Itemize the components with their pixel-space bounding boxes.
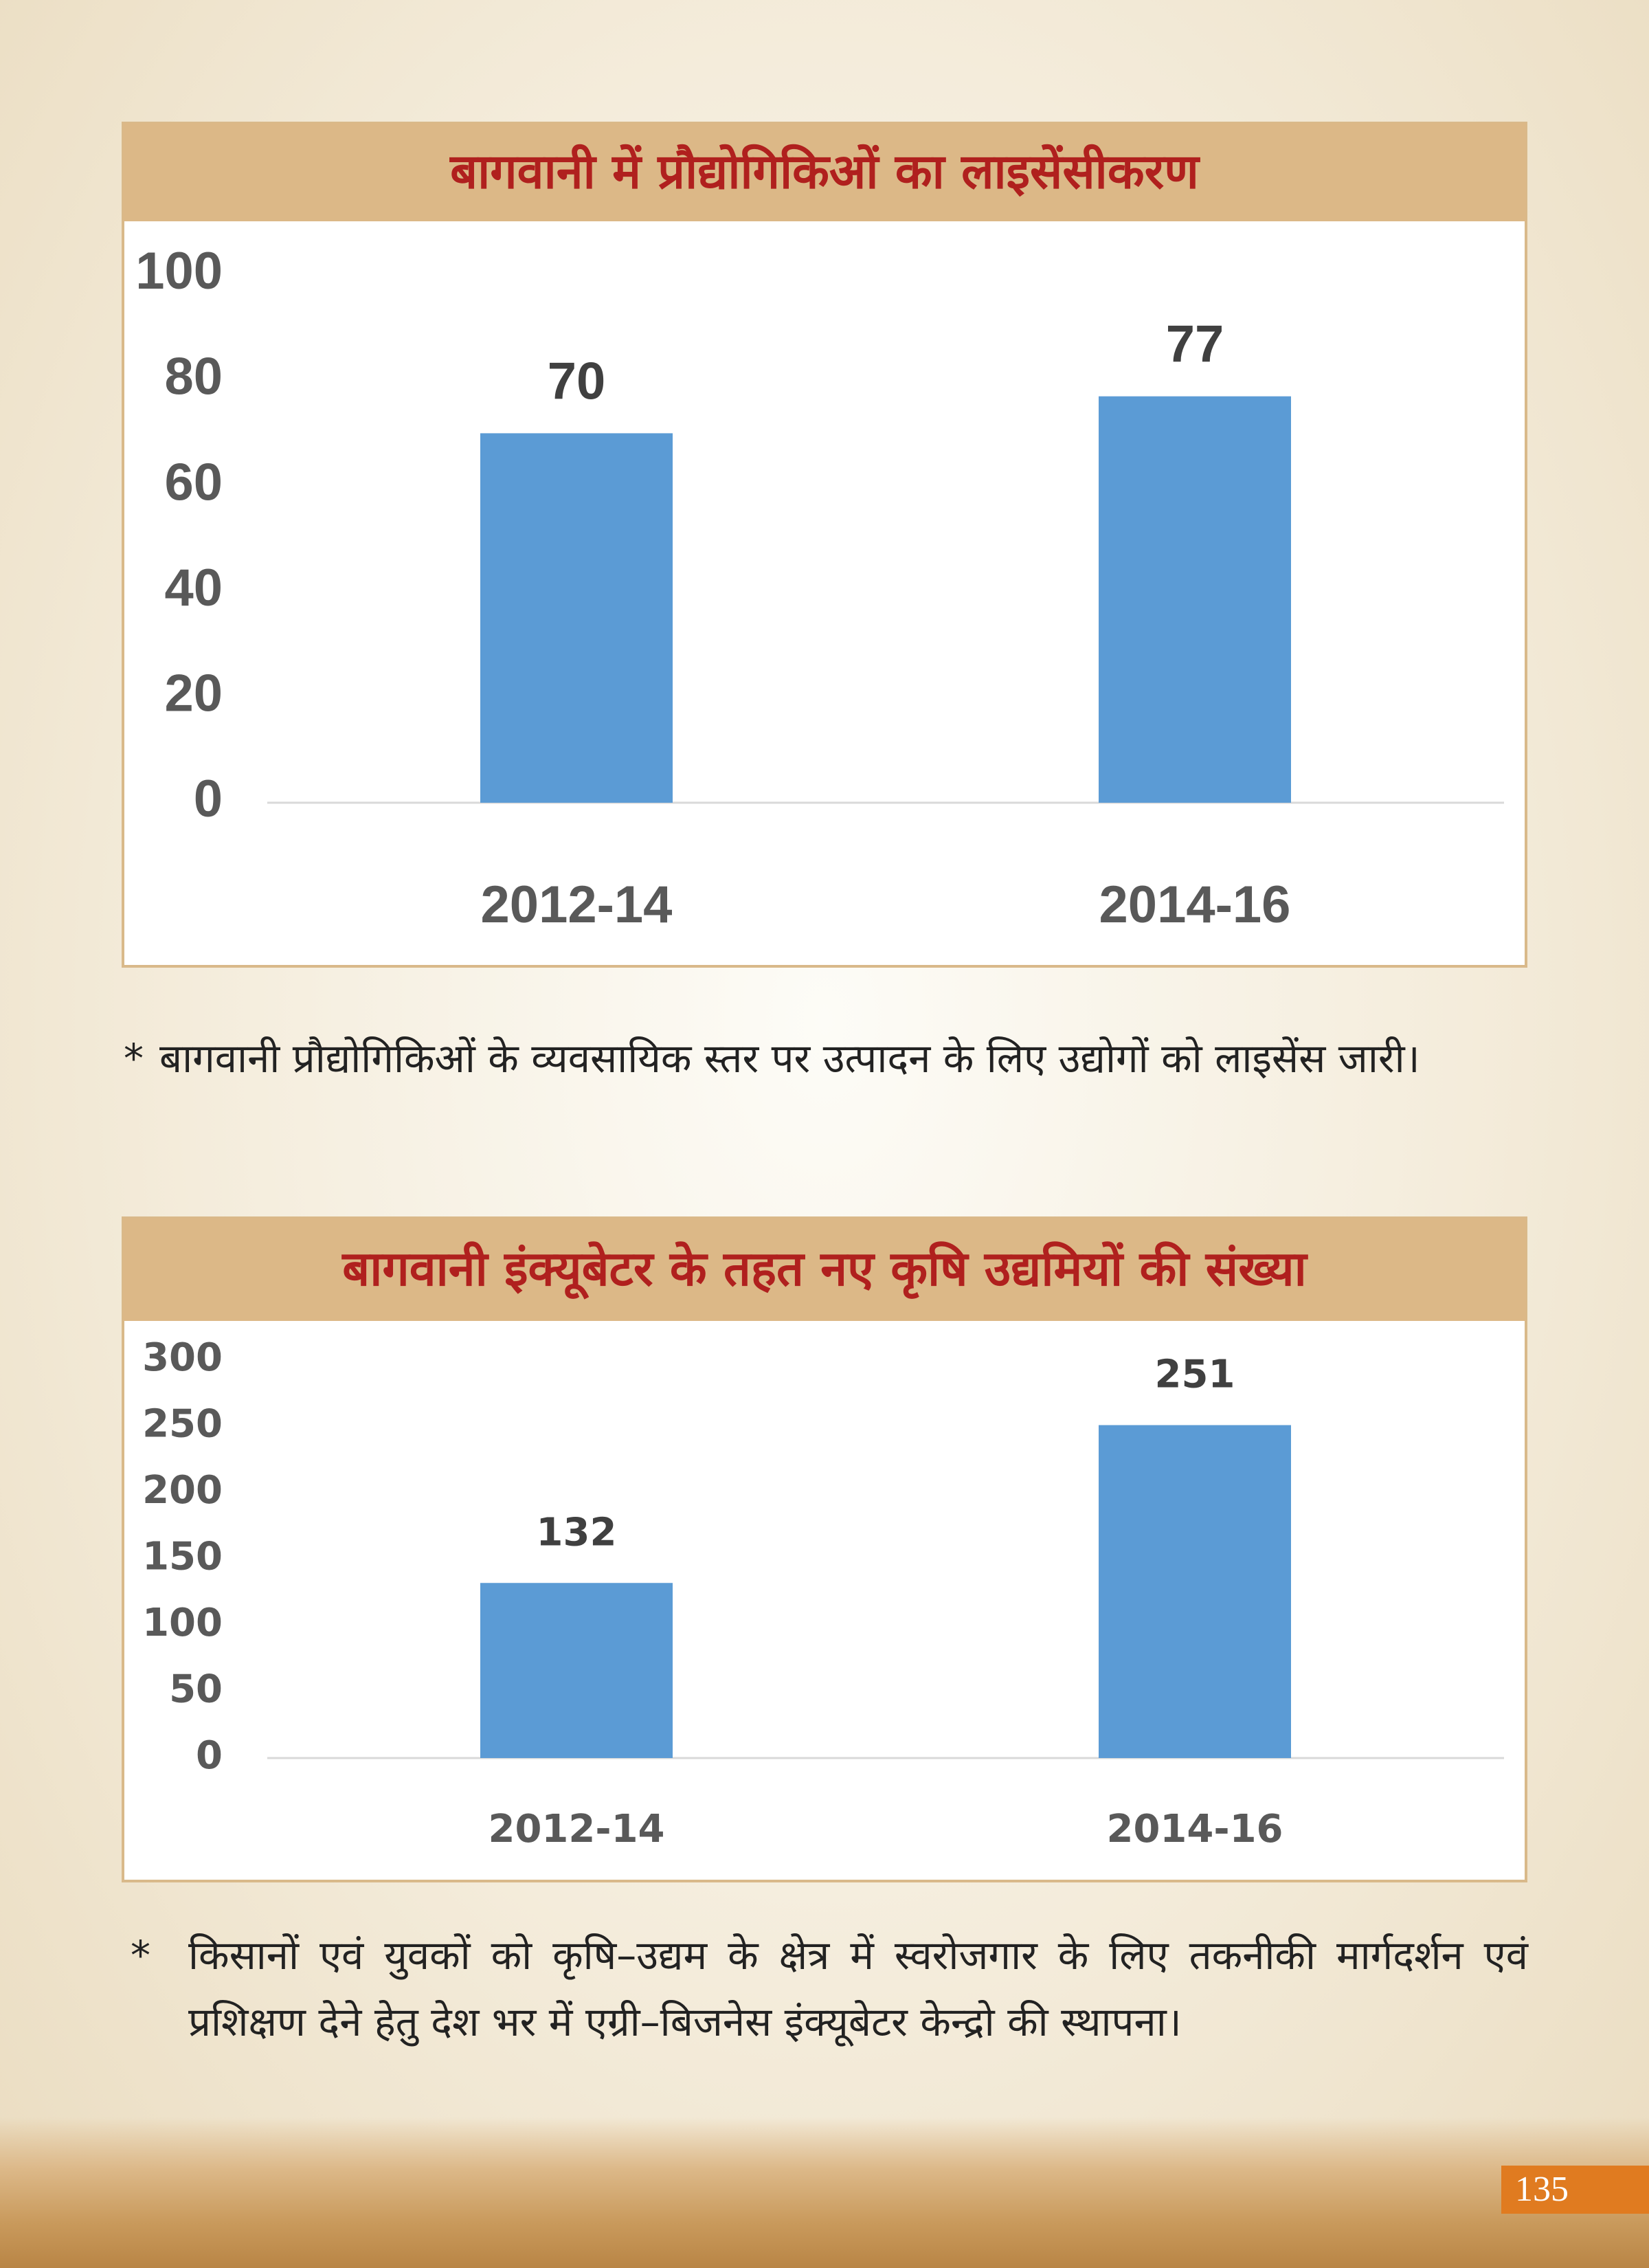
page-number: 135 (1501, 2166, 1649, 2214)
y-tick-label: 80 (164, 348, 223, 406)
y-tick-label: 300 (142, 1335, 223, 1380)
x-tick-label: 2014-16 (1106, 1807, 1283, 1852)
value-label: 77 (1166, 315, 1224, 374)
y-tick-label: 150 (142, 1535, 223, 1579)
chart-title: बागवानी इंक्यूबेटर के तहत नए कृषि उद्यमि… (341, 1241, 1308, 1300)
value-label: 132 (537, 1510, 617, 1555)
y-tick-label: 50 (169, 1667, 223, 1712)
chart-frame (122, 122, 1527, 968)
y-tick-label: 100 (142, 1601, 223, 1645)
bar (480, 1583, 673, 1758)
title-band (123, 1218, 1526, 1321)
y-tick-label: 200 (142, 1468, 223, 1513)
y-tick-label: 60 (164, 453, 223, 511)
bar (1099, 1425, 1291, 1758)
footnote: किसानों एवं युवकों को कृषि–उद्यम के क्षे… (188, 1922, 1528, 2056)
x-tick-label: 2012-14 (488, 1807, 664, 1852)
footnote-text: बागवानी प्रौद्योगिकिओं के व्यवसायिक स्तर… (159, 1035, 1420, 1082)
y-tick-label: 250 (142, 1402, 223, 1447)
y-tick-label: 100 (135, 242, 223, 300)
bar (1099, 396, 1291, 803)
y-tick-label: 0 (194, 770, 223, 828)
value-label: 70 (548, 352, 606, 410)
y-tick-label: 20 (164, 664, 223, 722)
value-label: 251 (1155, 1353, 1235, 1397)
x-tick-label: 2012-14 (481, 876, 673, 934)
bar (480, 433, 673, 803)
wheat-background (0, 2117, 1649, 2268)
x-tick-label: 2014-16 (1099, 876, 1291, 934)
chart-title: बागवानी में प्रौद्योगिकिओं का लाइसेंसीकर… (449, 144, 1200, 200)
footnote: बागवानी प्रौद्योगिकिओं के व्यवसायिक स्तर… (159, 1025, 1527, 1092)
chart-frame (122, 1216, 1527, 1882)
footnote-marker: * (131, 1932, 150, 1979)
y-tick-label: 40 (164, 559, 223, 617)
title-band (123, 123, 1526, 221)
footnote-text: किसानों एवं युवकों को कृषि–उद्यम के क्षे… (188, 1932, 1528, 2045)
footnote-marker: * (124, 1035, 144, 1082)
y-tick-label: 0 (196, 1733, 223, 1778)
